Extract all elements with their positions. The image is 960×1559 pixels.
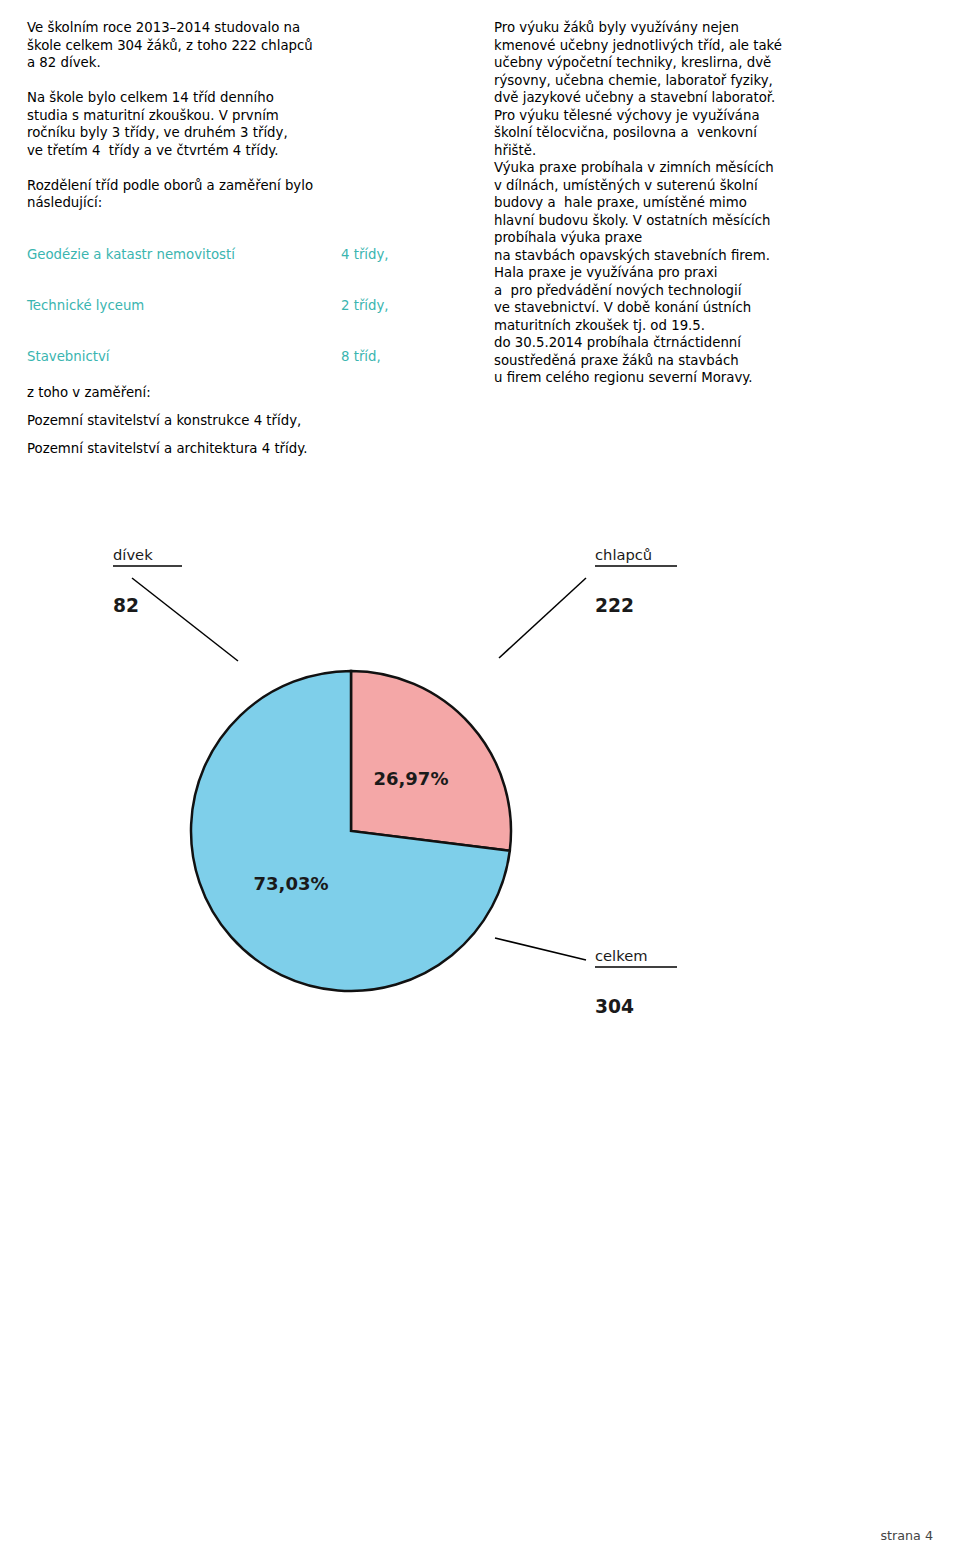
html-text:v dílnách, umístěných v sutere: v dílnách, umístěných v suterenú školní [494, 177, 758, 193]
html-text:Rozdělení tříd podle oborů a z: Rozdělení tříd podle oborů a zaměření by… [27, 177, 314, 193]
html-text:dvě jazykové učebny a stavební: dvě jazykové učebny a stavební laboratoř… [494, 90, 776, 105]
html-text:na stavbách opavských stavební: na stavbách opavských stavebních firem. [494, 247, 770, 263]
html-text:ve třetím 4 třídy a ve čtvrtém: ve třetím 4 třídy a ve čtvrtém 4 třídy. [27, 142, 279, 158]
svg-text:celkem: celkem [595, 947, 648, 964]
svg-text:304: 304 [595, 996, 634, 1017]
svg-text:dívek: dívek [113, 546, 153, 563]
html-text:Pozemní stavitelství a konstru: Pozemní stavitelství a konstrukce 4 tříd… [27, 413, 302, 428]
html-text:Ve školním roce 2013–2014 stud: Ve školním roce 2013–2014 studovalo na [27, 20, 301, 35]
html-text:následující:: následující: [27, 195, 103, 210]
html-text:Na škole bylo celkem 14 tříd d: Na škole bylo celkem 14 tříd denního [27, 90, 274, 105]
html-text:soustředěná praxe žáků na stav: soustředěná praxe žáků na stavbách [494, 352, 739, 368]
html-text:Technické lyceum: Technické lyceum [27, 298, 145, 313]
html-text:Stavebnictví: Stavebnictví [27, 349, 110, 364]
html-text:rýsovny, učebna chemie, labora: rýsovny, učebna chemie, laboratoř fyziky… [494, 72, 773, 88]
html-text:Hala praxe je využívána pro pr: Hala praxe je využívána pro praxi [494, 265, 718, 280]
html-text:do 30.5.2014 probíhala čtrnáct: do 30.5.2014 probíhala čtrnáctidenní [494, 335, 741, 350]
html-text:8 tříd,: 8 tříd, [341, 349, 381, 364]
svg-text:82: 82 [113, 595, 139, 616]
html-text:probíhala výuka praxe: probíhala výuka praxe [494, 230, 643, 245]
html-text:hřiště.: hřiště. [494, 142, 537, 158]
html-text:Pro výuku tělesné výchovy je v: Pro výuku tělesné výchovy je využívána [494, 107, 760, 123]
html-text:a 82 dívek.: a 82 dívek. [27, 55, 101, 70]
html-text:maturitních zkoušek tj. od 19.: maturitních zkoušek tj. od 19.5. [494, 317, 705, 333]
html-text:budovy a hale praxe, umístěné: budovy a hale praxe, umístěné mimo [494, 195, 747, 210]
html-text:hlavní budovu školy. V ostatní: hlavní budovu školy. V ostatních měsícíc… [494, 212, 771, 228]
svg-text:chlapců: chlapců [595, 546, 652, 563]
html-text:ročníku byly 3 třídy, ve druhé: ročníku byly 3 třídy, ve druhém 3 třídy, [27, 125, 288, 140]
html-text:Pro výuku žáků byly využívány: Pro výuku žáků byly využívány nejen [494, 20, 739, 35]
html-text:2 třídy,: 2 třídy, [341, 298, 389, 313]
svg-text:26,97%: 26,97% [373, 768, 448, 789]
html-text:strana 4: strana 4 [880, 1527, 933, 1543]
html-text:Geodézie a katastr nemovitostí: Geodézie a katastr nemovitostí [27, 247, 235, 262]
html-text:Pozemní stavitelství a archite: Pozemní stavitelství a architektura 4 tř… [27, 441, 308, 456]
html-text:u firem celého regionu severní: u firem celého regionu severní Moravy. [494, 370, 753, 385]
html-text:4 třídy,: 4 třídy, [341, 247, 389, 262]
html-text:škole celkem 304 žáků, z toho: škole celkem 304 žáků, z toho 222 chlapc… [27, 37, 313, 53]
html-text:Výuka praxe probíhala v zimníc: Výuka praxe probíhala v zimních měsících [494, 160, 774, 175]
html-text:školní tělocvična, posilovna a: školní tělocvična, posilovna a venkovní [494, 125, 757, 140]
html-text:ve stavebnictví. V době konání: ve stavebnictví. V době konání ústních [494, 300, 752, 315]
svg-text:73,03%: 73,03% [254, 873, 329, 894]
html-text:učebny výpočetní techniky, kre: učebny výpočetní techniky, kreslirna, dv… [494, 55, 772, 70]
svg-text:222: 222 [595, 595, 634, 616]
html-text:a pro předvádění nových techno: a pro předvádění nových technologií [494, 282, 742, 298]
html-text:studia s maturitní zkouškou. V: studia s maturitní zkouškou. V prvním [27, 107, 279, 123]
html-text:kmenové učebny jednotlivých tř: kmenové učebny jednotlivých tříd, ale ta… [494, 37, 782, 53]
html-text:z toho v zaměření:: z toho v zaměření: [27, 385, 151, 400]
